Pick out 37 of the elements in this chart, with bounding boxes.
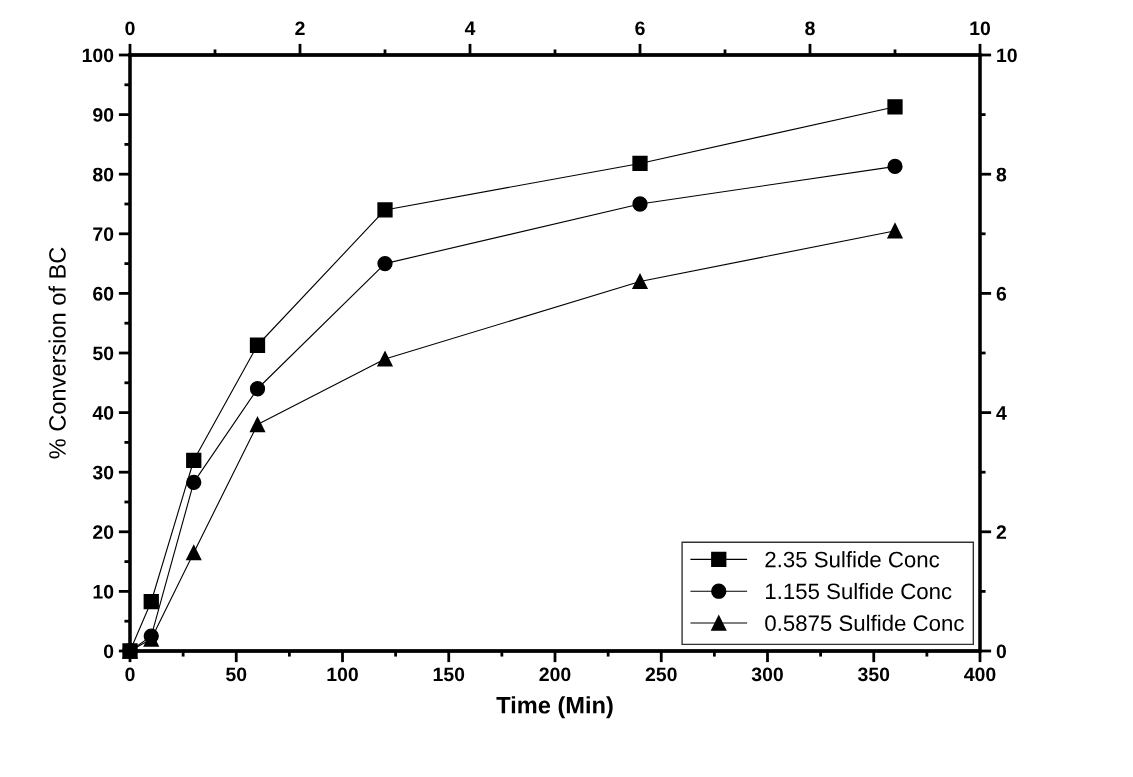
legend-label: 1.155 Sulfide Conc: [766, 582, 952, 600]
y-tick-label: 90: [93, 108, 114, 122]
y-axis-title: % Conversion of BC: [48, 247, 66, 459]
x-tick-label: 150: [433, 667, 465, 682]
y-tick-label: 60: [93, 286, 114, 301]
legend-label: 0.5875 Sulfide Conc: [765, 614, 964, 632]
x-tick-label: 50: [226, 667, 247, 682]
y2-tick-label: 4: [996, 406, 1007, 420]
x-tick-label: 400: [964, 667, 996, 682]
x2-tick-label: 10: [970, 21, 991, 36]
y-tick-label: 40: [92, 406, 114, 420]
x2-tick-label: 0: [125, 21, 135, 36]
y-tick-label: 0: [103, 644, 114, 659]
x2-tick-label: 8: [805, 21, 815, 36]
y-tick-label: 80: [93, 167, 114, 182]
y-tick-label: 70: [93, 227, 114, 242]
x-tick-label: 250: [645, 667, 677, 682]
y-tick-label: 30: [92, 465, 114, 480]
y-tick-label: 100: [82, 48, 114, 63]
y2-tick-label: 8: [996, 167, 1007, 182]
x-tick-label: 200: [539, 667, 571, 682]
x2-tick-label: 6: [635, 21, 645, 36]
y2-tick-label: 10: [997, 48, 1017, 63]
y-tick-label: 50: [93, 346, 114, 361]
x2-tick-label: 2: [295, 21, 305, 35]
x2-tick-label: 4: [464, 21, 476, 35]
x-axis-title: Time (Min): [496, 696, 613, 719]
x-tick-label: 300: [751, 667, 783, 682]
x-tick-label: 350: [857, 667, 890, 682]
x-tick-label: 100: [327, 667, 358, 682]
y2-tick-label: 2: [996, 525, 1007, 539]
legend-label: 2.35 Sulfide Conc: [765, 551, 940, 568]
y-tick-label: 10: [93, 584, 114, 599]
y2-tick-label: 0: [996, 644, 1006, 659]
y-tick-label: 20: [93, 525, 114, 540]
x-tick-label: 0: [125, 667, 135, 682]
y2-tick-label: 6: [996, 286, 1007, 301]
